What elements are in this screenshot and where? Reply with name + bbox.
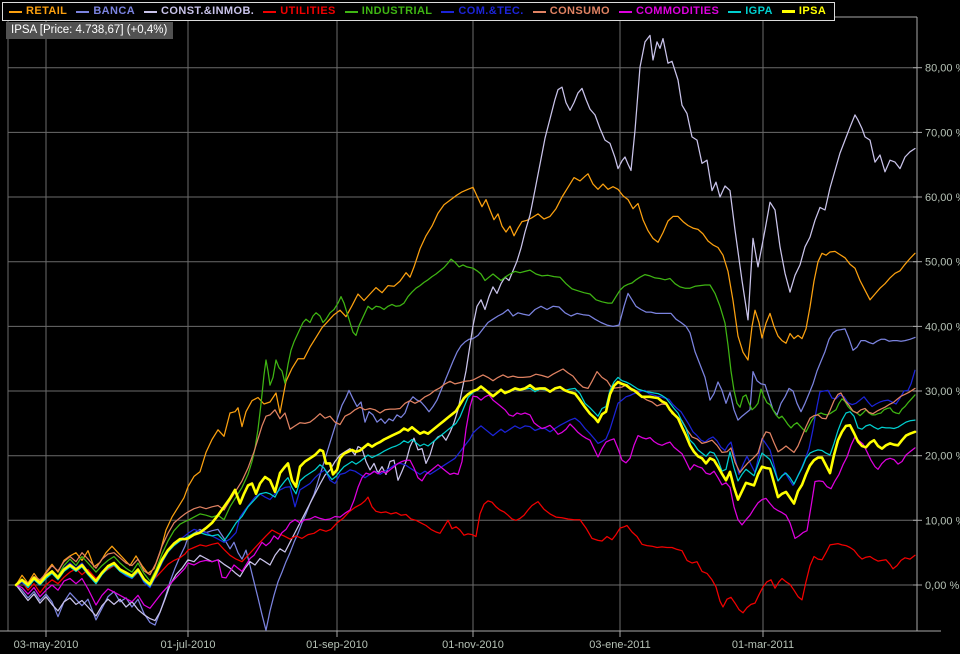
y-tick-label: 40,00 % xyxy=(925,321,960,333)
x-tick-label: 03-ene-2011 xyxy=(589,639,651,651)
legend: RETAIL BANCA CONST.&INMOB. UTILITIES INDUSTR… xyxy=(2,2,836,21)
legend-item-label: CONST.&INMOB. xyxy=(161,5,255,17)
legend-dash-icon xyxy=(441,10,455,13)
legend-item-label: COM.&TEC. xyxy=(458,5,524,17)
y-tick-label: 0,00 % xyxy=(925,580,959,592)
series-line-commodities xyxy=(15,394,916,609)
legend-dash-icon xyxy=(781,10,795,13)
legend-dash-icon xyxy=(532,10,546,13)
x-tick-label: 03-may-2010 xyxy=(14,639,79,651)
legend-item-retail[interactable]: RETAIL xyxy=(9,6,67,17)
legend-item-label: IGPA xyxy=(745,5,773,17)
y-tick-label: 50,00 % xyxy=(925,257,960,269)
legend-item-industrial[interactable]: INDUSTRIAL xyxy=(344,5,433,17)
legend-item-com-tec[interactable]: COM.&TEC. xyxy=(441,6,523,17)
legend-item-const-inmob[interactable]: CONST.&INMOB. xyxy=(144,6,254,17)
y-tick-label: 20,00 % xyxy=(925,451,960,463)
legend-dash-icon xyxy=(344,10,358,13)
legend-item-utilities[interactable]: UTILITIES xyxy=(263,6,336,17)
axis-labels: 0,00 % 10,00 % 20,00 % 30,00 % 40,00 % 50,00 … xyxy=(14,63,960,651)
legend-dash-icon xyxy=(728,10,742,13)
legend-dash-icon xyxy=(9,10,22,13)
axes-frame xyxy=(0,16,941,637)
legend-item-igpa[interactable]: IGPA xyxy=(728,6,773,17)
series-line-com-tec xyxy=(15,369,916,589)
legend-dash-icon xyxy=(76,10,90,13)
legend-item-label: COMMODITIES xyxy=(635,5,720,17)
x-tick-label: 01-sep-2010 xyxy=(306,639,368,651)
legend-item-label: IPSA xyxy=(798,5,827,17)
legend-item-commodities[interactable]: COMMODITIES xyxy=(618,5,720,17)
legend-item-consumo[interactable]: CONSUMO xyxy=(532,5,610,17)
legend-item-banca[interactable]: BANCA xyxy=(76,6,135,17)
grid xyxy=(8,17,917,631)
legend-item-label: UTILITIES xyxy=(280,5,336,17)
series-line-ipsa xyxy=(14,380,917,587)
y-tick-label: 60,00 % xyxy=(925,192,960,204)
legend-item-label: INDUSTRIAL xyxy=(361,5,433,17)
series-lines xyxy=(14,34,917,631)
y-tick-label: 10,00 % xyxy=(925,515,960,527)
legend-item-label: CONSUMO xyxy=(549,5,610,17)
y-tick-label: 80,00 % xyxy=(925,63,960,75)
series-line-consumo xyxy=(15,368,916,586)
x-tick-label: 01-nov-2010 xyxy=(442,639,504,651)
legend-dash-icon xyxy=(263,10,277,13)
legend-item-label: BANCA xyxy=(93,5,136,17)
x-tick-label: 01-jul-2010 xyxy=(160,639,215,651)
legend-dash-icon xyxy=(144,10,158,13)
legend-item-ipsa[interactable]: IPSA xyxy=(781,5,827,17)
legend-item-label: RETAIL xyxy=(26,5,68,17)
series-line-industrial xyxy=(15,258,916,586)
y-tick-label: 30,00 % xyxy=(925,386,960,398)
series-line-retail xyxy=(15,173,916,586)
x-tick-label: 01-mar-2011 xyxy=(732,639,794,651)
y-tick-label: 70,00 % xyxy=(925,127,960,139)
legend-dash-icon xyxy=(618,10,632,13)
price-tooltip: IPSA [Price: 4.738,67] (+0,4%) xyxy=(6,22,174,39)
series-line-utilities xyxy=(15,496,916,614)
series-line-igpa xyxy=(15,376,916,589)
series-line-const-inmob xyxy=(15,34,916,622)
